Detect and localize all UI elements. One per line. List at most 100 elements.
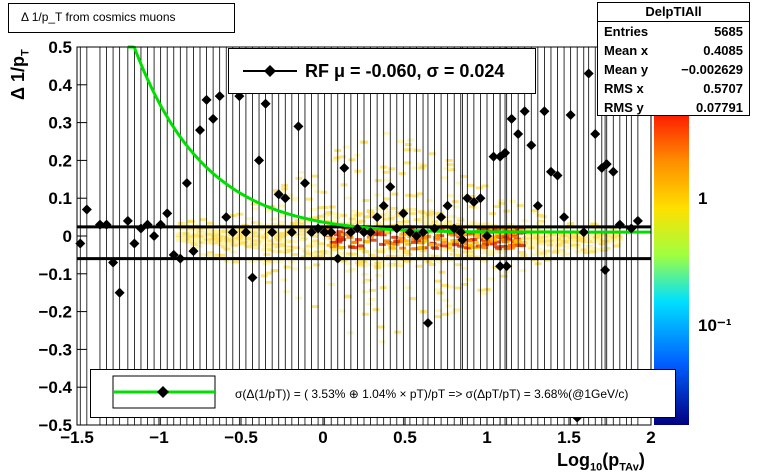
heat-cell — [328, 236, 336, 240]
heat-cell — [241, 241, 249, 245]
x-tick-label: 0.5 — [393, 428, 417, 447]
heat-cell — [464, 239, 472, 243]
heat-cell — [577, 237, 585, 241]
heat-cell — [440, 238, 448, 242]
heat-cell — [407, 138, 415, 142]
heatmap-background — [175, 131, 624, 344]
data-point — [247, 272, 258, 283]
data-point — [339, 162, 350, 173]
heat-cell — [481, 243, 489, 247]
heat-cell — [208, 253, 216, 257]
heat-cell — [261, 235, 269, 239]
heat-cell — [355, 261, 363, 265]
data-point — [614, 219, 625, 230]
data-point — [501, 261, 512, 272]
data-point — [422, 317, 433, 328]
data-point — [519, 106, 530, 117]
heat-cell — [388, 249, 396, 253]
heat-cell — [529, 232, 537, 236]
heat-cell — [281, 184, 289, 188]
heat-cell — [302, 248, 310, 252]
data-point — [319, 227, 330, 238]
heat-cell — [423, 220, 431, 224]
heat-cell — [328, 205, 336, 209]
heat-cell — [372, 308, 380, 312]
heat-cell — [366, 215, 374, 219]
heat-cell — [277, 204, 285, 208]
heat-cell — [385, 241, 393, 245]
data-point — [254, 155, 265, 166]
heat-cell — [614, 235, 622, 239]
heat-cell — [551, 241, 559, 245]
heat-cell — [241, 223, 249, 227]
heat-cell — [583, 232, 591, 236]
heat-cell — [310, 208, 318, 212]
heat-cell — [535, 221, 543, 225]
heat-cell — [393, 249, 401, 253]
data-point — [475, 193, 486, 204]
heat-cell — [428, 243, 436, 247]
data-point — [359, 227, 369, 238]
heat-cell — [175, 233, 183, 237]
heat-cell — [185, 228, 193, 232]
heat-cell — [540, 240, 548, 244]
heat-cell — [276, 260, 284, 264]
data-point — [221, 212, 232, 223]
heat-cell — [359, 260, 367, 264]
heat-cell — [188, 227, 196, 231]
heat-cell — [300, 255, 308, 259]
heat-cell — [471, 241, 479, 245]
data-point — [495, 261, 506, 272]
heat-cell — [555, 244, 563, 248]
heat-cell — [390, 254, 398, 258]
data-point — [267, 227, 278, 238]
heat-cell — [366, 209, 374, 213]
heat-cell — [474, 235, 482, 239]
heat-cell — [362, 240, 370, 244]
heat-cell — [374, 261, 382, 265]
heat-cell — [361, 250, 369, 254]
heat-cell — [361, 312, 369, 316]
x-tick-label: −1 — [149, 428, 168, 447]
heat-cell — [403, 161, 411, 165]
heat-cell — [382, 131, 390, 135]
heat-cell — [348, 158, 356, 162]
heat-cell — [569, 240, 577, 244]
heat-cell — [425, 260, 433, 264]
heat-cell — [481, 184, 489, 188]
heat-cell — [384, 231, 392, 235]
heat-cell — [311, 174, 319, 178]
heat-cell — [588, 232, 596, 236]
heat-cell — [177, 227, 185, 231]
heat-cell — [388, 167, 396, 171]
heat-cell — [290, 222, 298, 226]
stats-key: RMS y — [604, 100, 644, 115]
heat-cell — [378, 212, 386, 216]
heat-cell — [270, 217, 278, 221]
heat-cell — [340, 213, 348, 217]
heat-cell — [190, 243, 198, 247]
heat-cell — [290, 239, 298, 243]
heat-cell — [436, 222, 444, 226]
heat-cell — [206, 251, 214, 255]
heat-cell — [592, 235, 600, 239]
heat-cell — [601, 237, 609, 241]
heat-cell — [599, 247, 607, 251]
heat-cell — [418, 240, 426, 244]
heat-cell — [205, 221, 213, 225]
heat-cell — [249, 242, 257, 246]
heat-cell — [472, 222, 480, 226]
heat-cell — [270, 269, 278, 273]
heat-cell — [375, 273, 383, 277]
heat-cell — [402, 220, 410, 224]
heat-cell — [553, 246, 561, 250]
heat-cell — [182, 232, 190, 236]
data-point — [600, 265, 611, 276]
heat-cell — [433, 237, 441, 241]
heat-cell — [467, 252, 475, 256]
heat-cell — [524, 238, 532, 242]
heat-cell — [305, 197, 313, 201]
heat-cell — [498, 233, 506, 237]
heat-cell — [566, 223, 574, 227]
